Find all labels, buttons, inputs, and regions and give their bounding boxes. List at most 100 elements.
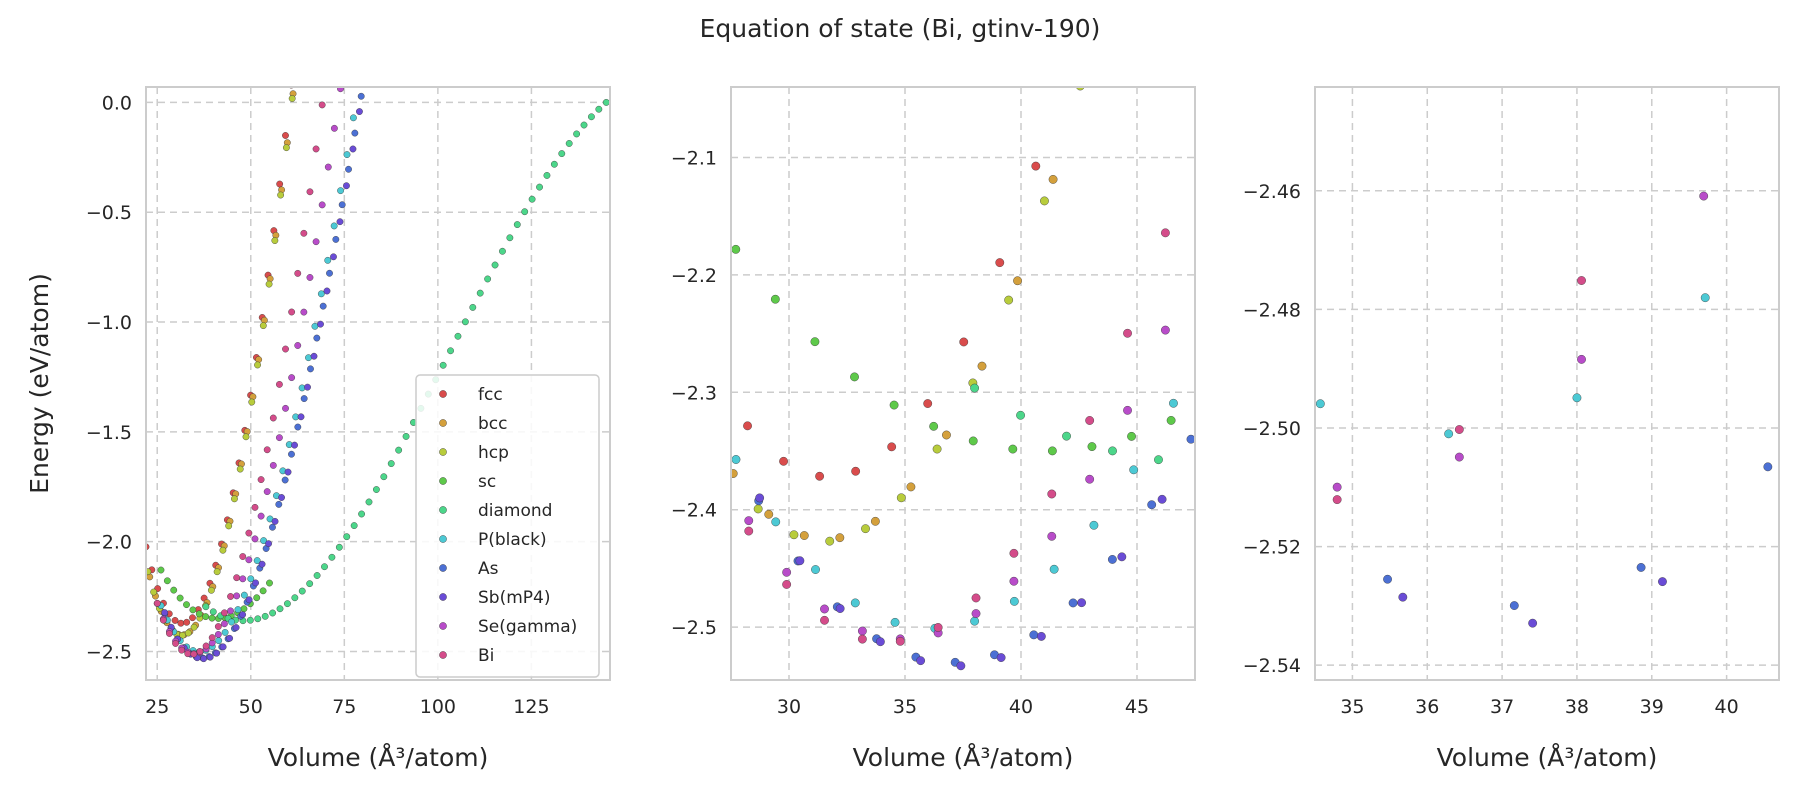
data-point-diamond <box>476 289 484 297</box>
data-point-Bi <box>933 623 943 632</box>
data-point-fcc <box>171 617 179 624</box>
data-point-P(black) <box>221 628 229 636</box>
data-point-sc <box>810 337 820 347</box>
x-tick-label: 36 <box>1415 696 1439 718</box>
data-point-Sb(mP4) <box>323 287 331 295</box>
data-point-Sb(mP4) <box>213 649 221 657</box>
data-point-diamond <box>358 510 365 518</box>
data-point-hcp <box>242 433 250 441</box>
x-tick-label: 40 <box>1009 696 1033 718</box>
data-point-sc <box>163 577 171 585</box>
data-point-diamond <box>558 150 566 157</box>
panel-2: 30 35 40 45 −2.1 −2.2 −2.3 −2.4 −2.5 Volume (Å³/a… <box>671 86 1196 772</box>
data-point-sc <box>253 594 261 602</box>
data-point-Sb(mP4) <box>1528 618 1538 628</box>
data-point-Sb(mP4) <box>1658 577 1667 587</box>
x-axis-label: Volume (Å³/atom) <box>1437 743 1658 772</box>
data-point-Sb(mP4) <box>1117 552 1127 562</box>
legend-label-P(black): P(black) <box>478 530 547 550</box>
x-tick-label: 75 <box>332 696 356 718</box>
data-point-Se(gamma) <box>312 238 320 246</box>
x-tick-label: 39 <box>1640 696 1664 718</box>
data-point-fcc <box>923 399 933 408</box>
data-point-Se(gamma) <box>318 201 326 209</box>
data-point-P(black) <box>1129 465 1139 475</box>
data-point-diamond <box>1016 410 1025 420</box>
x-tick-label: 45 <box>1125 696 1149 718</box>
data-point-As <box>338 201 346 209</box>
data-point-Bi <box>1009 548 1019 558</box>
data-point-Sb(mP4) <box>1036 632 1046 641</box>
data-point-Sb(mP4) <box>265 540 272 548</box>
data-point-Bi <box>1577 276 1586 285</box>
data-point-Sb(mP4) <box>875 637 885 647</box>
data-point-diamond <box>387 460 395 467</box>
data-point-Se(gamma) <box>263 488 271 496</box>
data-point-Bi <box>239 553 247 560</box>
data-point-Bi <box>227 593 234 600</box>
data-point-diamond <box>970 383 979 393</box>
data-point-Bi <box>318 101 326 109</box>
data-point-Se(gamma) <box>1123 405 1132 415</box>
data-point-Se(gamma) <box>294 342 302 349</box>
data-point-Bi <box>190 650 198 658</box>
x-tick-label: 40 <box>1715 696 1739 718</box>
data-point-As <box>269 523 276 531</box>
data-point-Se(gamma) <box>782 567 792 577</box>
data-point-diamond <box>209 608 217 616</box>
data-point-sc <box>266 579 273 587</box>
data-point-Sb(mP4) <box>206 653 214 661</box>
data-point-fcc <box>851 466 861 476</box>
data-point-Sb(mP4) <box>226 634 234 642</box>
data-point-Se(gamma) <box>971 609 981 618</box>
data-point-hcp <box>825 536 835 546</box>
legend-marker-diamond <box>439 506 447 514</box>
data-point-Bi <box>895 636 905 646</box>
data-point-diamond <box>521 208 529 216</box>
x-tick-label: 35 <box>1340 696 1364 718</box>
data-point-Se(gamma) <box>1085 474 1095 484</box>
data-point-bcc <box>942 430 951 440</box>
data-point-Bi <box>221 609 228 617</box>
data-point-bcc <box>870 516 880 526</box>
data-point-diamond <box>528 195 536 203</box>
data-point-hcp <box>265 280 273 288</box>
y-tick-label: −2.5 <box>86 641 132 663</box>
data-point-P(black) <box>850 598 860 608</box>
data-point-Bi <box>1161 228 1170 238</box>
data-point-Bi <box>1332 495 1342 505</box>
data-point-P(black) <box>350 114 357 122</box>
data-point-P(black) <box>260 537 268 545</box>
y-axis-label: Energy (eV/atom) <box>25 273 54 494</box>
x-axis-label: Volume (Å³/atom) <box>853 743 1074 772</box>
data-point-diamond <box>573 130 580 138</box>
data-point-hcp <box>219 546 227 554</box>
data-point-hcp <box>277 191 285 199</box>
data-point-Sb(mP4) <box>297 413 305 421</box>
data-point-As <box>1029 630 1039 640</box>
legend-box <box>415 374 600 678</box>
data-point-sc <box>189 606 197 614</box>
data-point-P(black) <box>1089 520 1099 530</box>
data-point-Bi <box>1047 489 1057 499</box>
data-point-diamond <box>350 522 358 529</box>
data-point-diamond <box>298 587 306 595</box>
legend-label-Bi: Bi <box>478 646 494 666</box>
y-tick-label: −2.5 <box>671 617 717 639</box>
data-point-Bi <box>233 574 241 582</box>
data-point-P(black) <box>1700 293 1710 303</box>
data-point-Se(gamma) <box>1161 325 1170 335</box>
data-point-bcc <box>1048 175 1058 184</box>
data-point-Sb(mP4) <box>291 441 298 449</box>
data-point-P(black) <box>228 618 235 626</box>
data-point-sc <box>1008 444 1018 454</box>
data-point-Se(gamma) <box>1577 354 1586 364</box>
data-point-diamond <box>491 261 499 269</box>
data-point-Sb(mP4) <box>245 596 253 604</box>
data-point-Se(gamma) <box>300 308 308 316</box>
data-point-Bi <box>159 616 167 624</box>
data-point-Bi <box>312 145 320 153</box>
figure-title: Equation of state (Bi, gtinv-190) <box>700 14 1101 43</box>
legend-marker-As <box>439 564 447 572</box>
